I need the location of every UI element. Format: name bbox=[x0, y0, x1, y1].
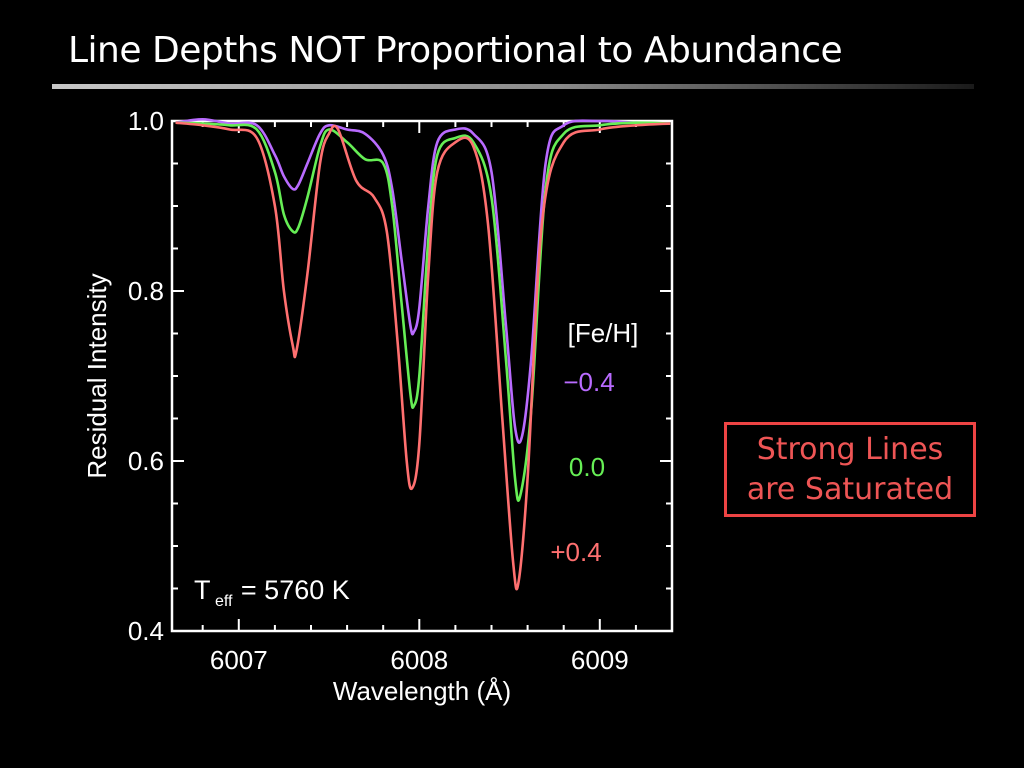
x-tick-label: 6009 bbox=[571, 645, 629, 675]
callout-line-2: are Saturated bbox=[746, 471, 954, 507]
teff-value: = 5760 K bbox=[241, 575, 350, 605]
y-tick-label: 0.4 bbox=[128, 616, 164, 646]
y-tick-label: 1.0 bbox=[128, 106, 164, 136]
y-axis-label: Residual Intensity bbox=[82, 273, 112, 478]
x-tick-label: 6008 bbox=[390, 645, 448, 675]
series-minus-0-4 bbox=[175, 117, 671, 444]
title-divider bbox=[52, 84, 974, 89]
x-tick-label: 6007 bbox=[210, 645, 268, 675]
series-plus-0-4 bbox=[175, 121, 671, 591]
teff-prefix: T bbox=[194, 575, 211, 605]
saturation-callout: Strong Lines are Saturated bbox=[724, 422, 976, 517]
teff-annotation: T eff = 5760 K bbox=[194, 575, 350, 610]
teff-subscript: eff bbox=[215, 593, 233, 610]
legend-title: [Fe/H] bbox=[568, 318, 639, 348]
legend-entry-zero: 0.0 bbox=[569, 452, 605, 482]
axes-layer: 0.4 0.6 0.8 1.0 6007 6008 6009 bbox=[128, 106, 674, 675]
y-tick-label: 0.8 bbox=[128, 276, 164, 306]
series-layer bbox=[175, 117, 671, 591]
series-zero bbox=[175, 121, 671, 502]
slide-title: Line Depths NOT Proportional to Abundanc… bbox=[68, 30, 843, 71]
legend-entry-plus: +0.4 bbox=[550, 537, 601, 567]
legend-entry-minus: −0.4 bbox=[563, 367, 614, 397]
x-axis-label: Wavelength (Å) bbox=[333, 676, 511, 706]
y-tick-label: 0.6 bbox=[128, 446, 164, 476]
callout-line-1: Strong Lines bbox=[756, 431, 944, 467]
